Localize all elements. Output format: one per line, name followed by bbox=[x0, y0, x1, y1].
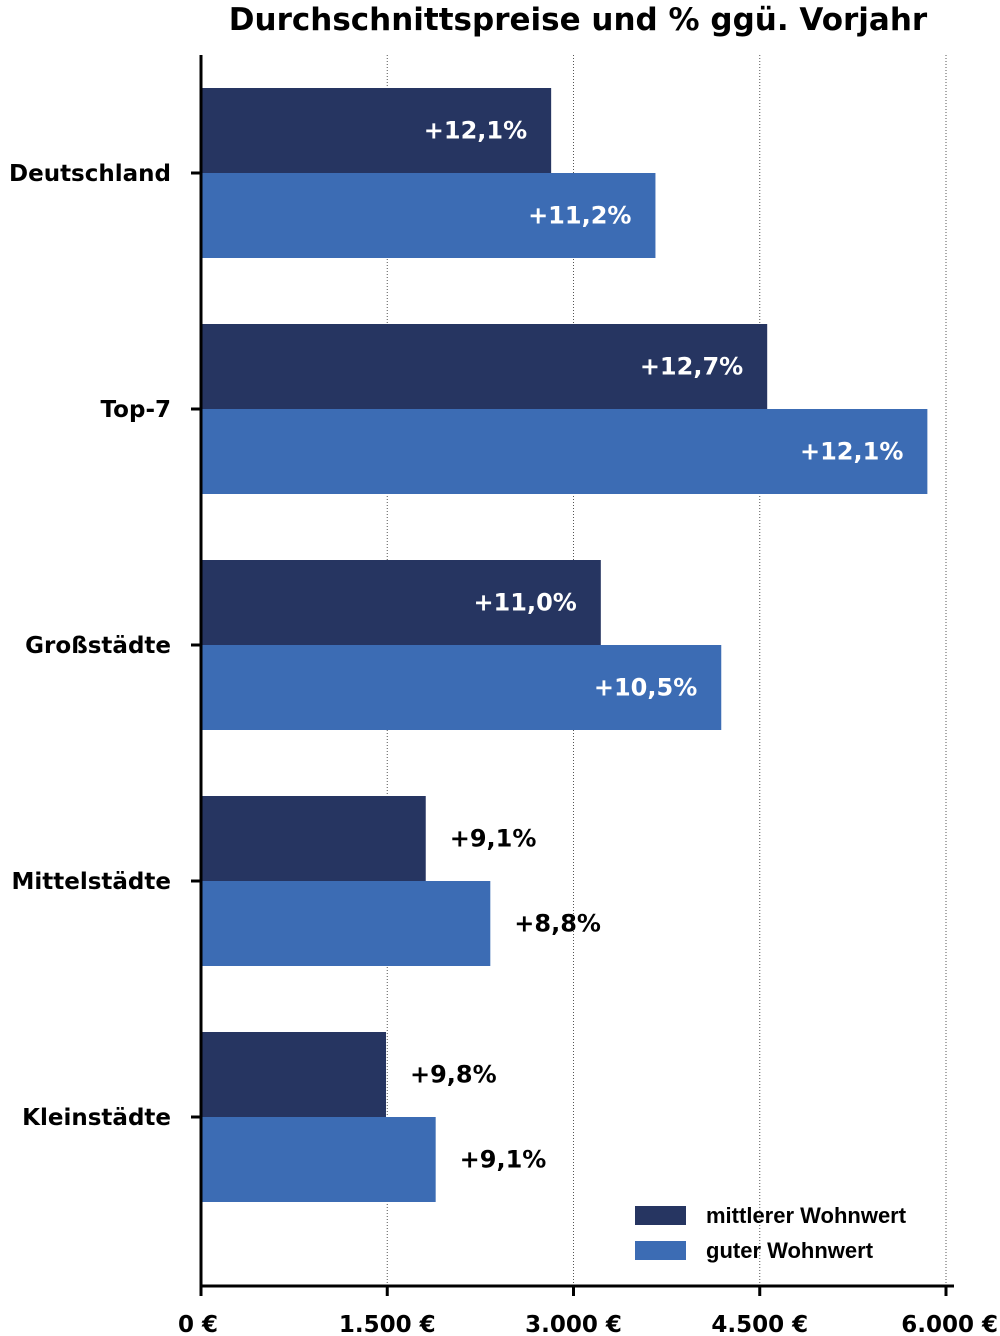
legend-swatch bbox=[635, 1206, 686, 1225]
bar bbox=[201, 409, 928, 494]
category-label: Top-7 bbox=[101, 397, 171, 423]
bar bbox=[201, 173, 656, 258]
chart-title: Durchschnittspreise und % ggü. Vorjahr bbox=[229, 2, 928, 38]
data-label: +9,8% bbox=[410, 1061, 497, 1089]
data-label: +11,2% bbox=[528, 202, 631, 230]
data-label: +10,5% bbox=[594, 674, 697, 702]
data-label: +12,1% bbox=[424, 117, 527, 145]
bar bbox=[201, 324, 768, 409]
category-label: Mittelstädte bbox=[11, 869, 171, 895]
data-label: +12,7% bbox=[640, 353, 743, 381]
legend-swatch bbox=[635, 1241, 686, 1260]
x-tick-label: 1.500 € bbox=[339, 1312, 436, 1336]
legend-label: mittlerer Wohnwert bbox=[706, 1203, 907, 1228]
axes: Deutschland Top-7 Großstädte Mittelstädte Kl… bbox=[9, 55, 998, 1336]
legend-label: guter Wohnwert bbox=[706, 1238, 874, 1263]
x-tick-label: 3.000 € bbox=[525, 1312, 622, 1336]
bar bbox=[201, 645, 722, 730]
bar bbox=[201, 1032, 387, 1117]
bar bbox=[201, 560, 601, 645]
data-label: +9,1% bbox=[450, 825, 537, 853]
data-label: +12,1% bbox=[800, 438, 903, 466]
data-label: +9,1% bbox=[460, 1146, 547, 1174]
bar bbox=[201, 881, 491, 966]
bar bbox=[201, 1117, 436, 1202]
x-tick-label: 0 € bbox=[178, 1312, 218, 1336]
legend: mittlerer Wohnwert guter Wohnwert bbox=[635, 1203, 907, 1263]
bar bbox=[201, 88, 552, 173]
category-label: Deutschland bbox=[9, 161, 171, 187]
category-label: Großstädte bbox=[25, 633, 171, 659]
category-label: Kleinstädte bbox=[22, 1105, 171, 1131]
x-tick-label: 4.500 € bbox=[711, 1312, 808, 1336]
data-label: +8,8% bbox=[514, 910, 601, 938]
bars: +12,1% +11,2% +12,7% +12,1% +11,0% +10,5% +9,1… bbox=[201, 88, 928, 1202]
bar bbox=[201, 796, 426, 881]
data-label: +11,0% bbox=[473, 589, 576, 617]
x-tick-label: 6.000 € bbox=[901, 1312, 998, 1336]
